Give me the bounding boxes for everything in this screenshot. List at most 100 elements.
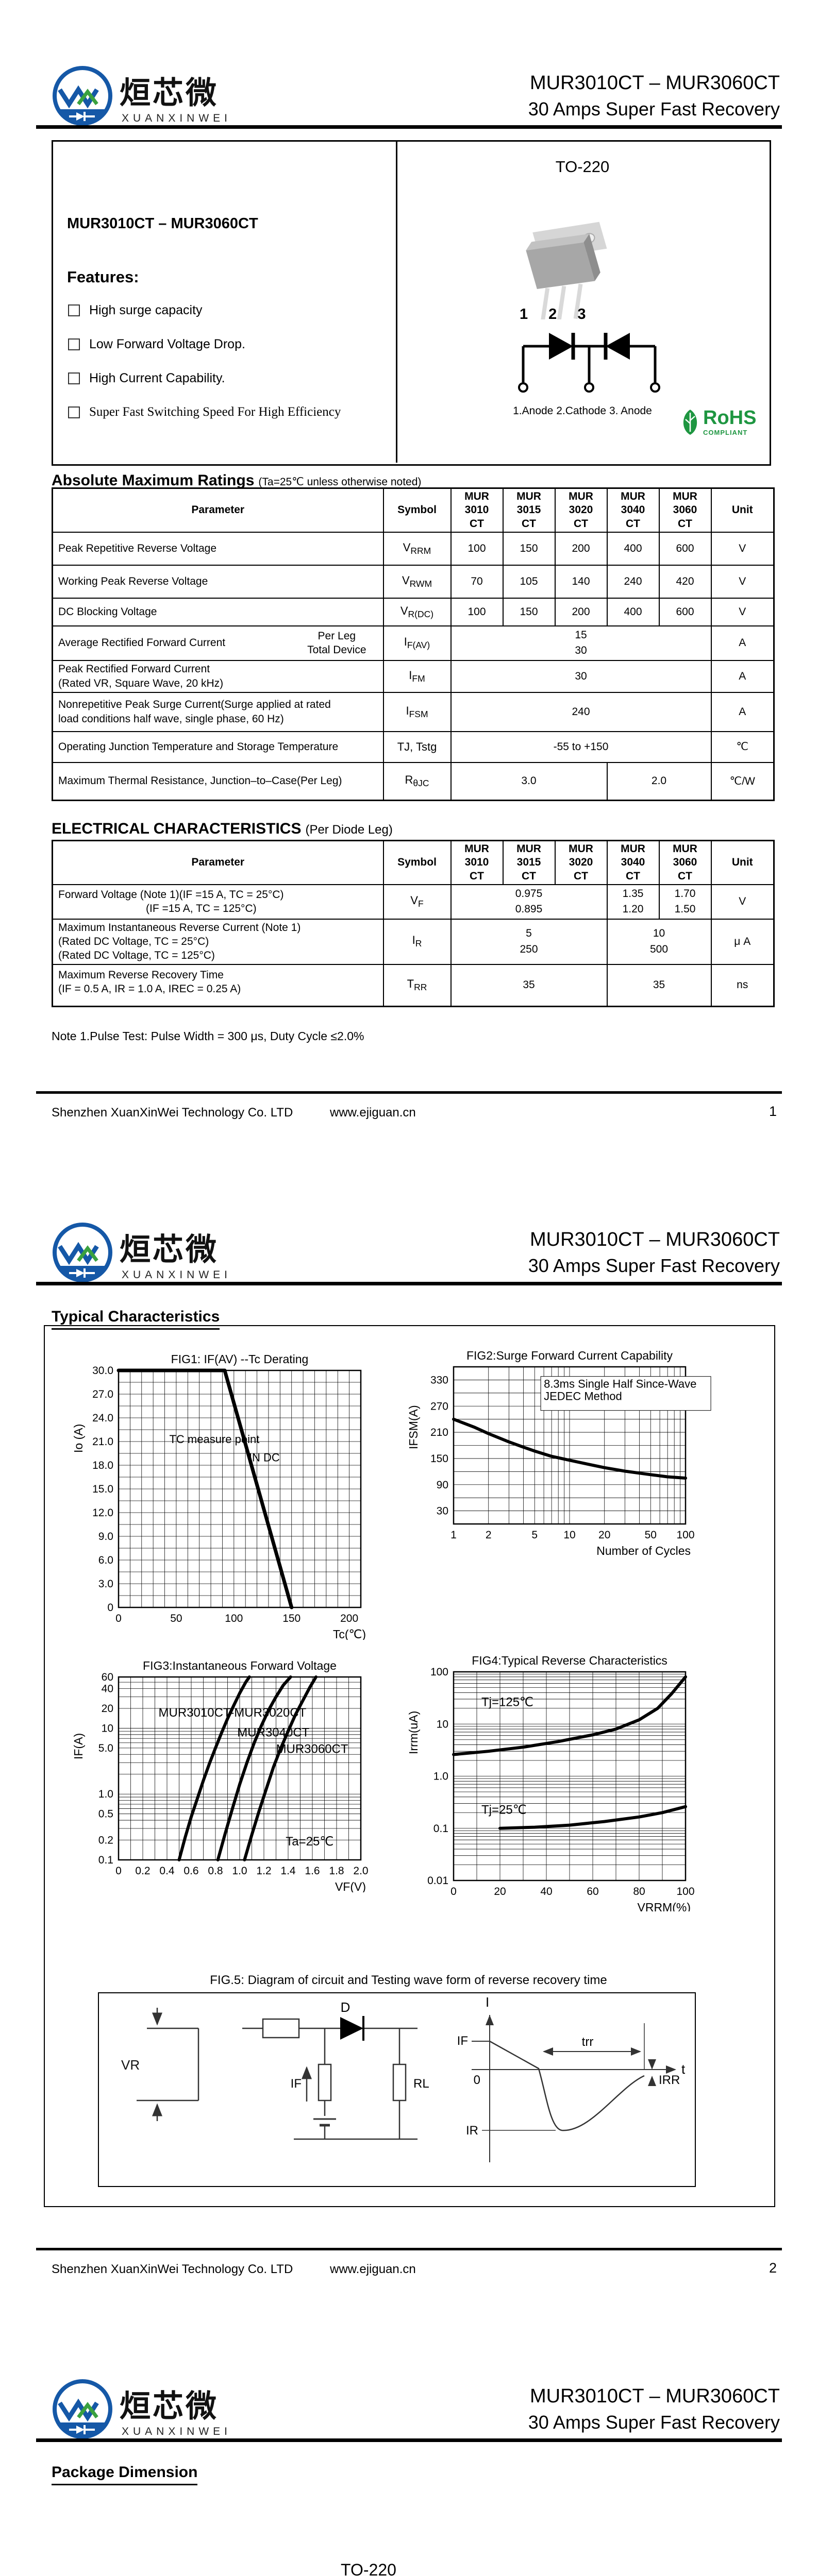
svg-text:3.0: 3.0 xyxy=(98,1578,113,1590)
svg-text:FIG3:Instantaneous Forward Vol: FIG3:Instantaneous Forward Voltage xyxy=(143,1659,337,1672)
svg-text:FIG2:Surge Forward Current Cap: FIG2:Surge Forward Current Capability xyxy=(466,1349,673,1362)
svg-text:TC measure point: TC measure point xyxy=(169,1433,259,1446)
brand-chinese-name: 烜芯微 xyxy=(120,76,219,110)
svg-text:MUR3060CT: MUR3060CT xyxy=(276,1742,348,1756)
origin-label: 0 xyxy=(474,2073,480,2087)
page-number: 2 xyxy=(769,2260,777,2276)
svg-text:9.0: 9.0 xyxy=(98,1531,113,1543)
fig5-circuit-diagram: VR D IF RL xyxy=(98,1992,696,2190)
pin-description: 1.Anode 2.Cathode 3. Anode xyxy=(513,405,652,417)
svg-text:0: 0 xyxy=(450,1886,457,1897)
footer-website: www.ejiguan.cn xyxy=(330,2262,416,2276)
svg-text:Irrm(uA): Irrm(uA) xyxy=(407,1711,420,1754)
footer-website: www.ejiguan.cn xyxy=(330,1106,416,1120)
svg-text:100: 100 xyxy=(430,1666,448,1678)
typical-characteristics-heading: Typical Characteristics xyxy=(52,1308,220,1330)
svg-text:210: 210 xyxy=(430,1427,448,1438)
part-range: MUR3010CT – MUR3060CT xyxy=(67,215,258,232)
package-dimension-heading: Package Dimension xyxy=(52,2464,198,2485)
svg-text:15.0: 15.0 xyxy=(92,1483,113,1495)
checkbox-icon xyxy=(68,338,80,350)
electrical-characteristics-table: Parameter Symbol MUR 3010 CT MUR 3015 CT… xyxy=(52,840,775,1008)
svg-text:1.0: 1.0 xyxy=(98,1788,113,1800)
dual-diode-symbol-icon xyxy=(495,327,670,406)
logo-mark-icon xyxy=(53,66,112,126)
svg-text:1.0: 1.0 xyxy=(232,1865,247,1877)
fig1-derating-chart: 0 50 100 150 200 0 3.0 6.0 9.0 12.0 15.0 18.0 21.0 24… xyxy=(72,1346,392,1642)
company-logo xyxy=(52,66,113,131)
logo-mark-icon xyxy=(53,1223,112,1282)
elec-heading: ELECTRICAL CHARACTERISTICS (Per Diode Leg… xyxy=(52,820,393,837)
fig3-forward-voltage-chart: 0 0.2 0.4 0.6 0.8 1.0 1.2 1.4 1.6 1.8 2.0 0.1 0.2 0.5… xyxy=(72,1653,392,1895)
svg-text:100: 100 xyxy=(676,1886,694,1897)
feature-item: High surge capacity xyxy=(68,303,203,318)
ir-label: IR xyxy=(466,2124,478,2138)
footer-rule xyxy=(36,1091,782,1094)
svg-text:Tj=125℃: Tj=125℃ xyxy=(481,1696,533,1709)
svg-text:20: 20 xyxy=(102,1703,113,1715)
feature-item: High Current Capability. xyxy=(68,371,225,386)
svg-text:150: 150 xyxy=(282,1613,301,1624)
svg-text:2: 2 xyxy=(486,1529,492,1541)
logo-mark-icon xyxy=(53,2379,112,2439)
svg-text:0.4: 0.4 xyxy=(159,1865,175,1877)
footer-company: Shenzhen XuanXinWei Technology Co. LTD xyxy=(52,2262,293,2276)
svg-text:10: 10 xyxy=(102,1722,113,1734)
company-logo xyxy=(52,1223,113,1288)
svg-text:0: 0 xyxy=(107,1602,113,1614)
svg-text:IN DC: IN DC xyxy=(249,1451,280,1464)
svg-text:1.4: 1.4 xyxy=(280,1865,296,1877)
svg-text:20: 20 xyxy=(494,1886,506,1897)
svg-text:60: 60 xyxy=(587,1886,598,1897)
svg-text:MUR3010CT-MUR3020CT: MUR3010CT-MUR3020CT xyxy=(159,1706,307,1720)
svg-text:24.0: 24.0 xyxy=(92,1412,113,1424)
overview-box xyxy=(52,140,771,466)
svg-text:270: 270 xyxy=(430,1400,448,1412)
vr-label: VR xyxy=(121,2057,140,2073)
svg-text:Tc(℃): Tc(℃) xyxy=(333,1628,366,1640)
figures-box xyxy=(44,1325,775,2207)
svg-text:5: 5 xyxy=(531,1529,538,1541)
svg-text:330: 330 xyxy=(430,1374,448,1386)
pin-numbers: 1 2 3 xyxy=(520,306,594,323)
rl-label: RL xyxy=(413,2077,429,2091)
svg-text:40: 40 xyxy=(540,1886,552,1897)
svg-text:0.5: 0.5 xyxy=(98,1808,113,1820)
page-2: 烜芯微 XUANXINWEI MUR3010CT – MUR3060CT 30 … xyxy=(0,1157,818,2313)
features-title: Features: xyxy=(67,268,139,286)
svg-text:0.8: 0.8 xyxy=(208,1865,223,1877)
svg-text:Ta=25℃: Ta=25℃ xyxy=(286,1835,333,1849)
abs-max-heading: Absolute Maximum Ratings (Ta=25℃ unless o… xyxy=(52,472,422,489)
svg-text:IFSM(A): IFSM(A) xyxy=(407,1405,420,1449)
svg-text:0.6: 0.6 xyxy=(183,1865,198,1877)
if-label: IF xyxy=(291,2077,302,2091)
trr-label: trr xyxy=(582,2035,594,2049)
svg-text:50: 50 xyxy=(645,1529,657,1541)
svg-text:MUR3040CT: MUR3040CT xyxy=(237,1725,309,1739)
svg-text:1.8: 1.8 xyxy=(329,1865,344,1877)
svg-text:80: 80 xyxy=(633,1886,645,1897)
table-row: Operating Junction Temperature and Stora… xyxy=(52,731,775,763)
svg-text:FIG1: IF(AV) --Tc Derating: FIG1: IF(AV) --Tc Derating xyxy=(171,1352,309,1366)
rohs-text: RoHS xyxy=(703,407,757,429)
fig2-surge-chart: 1 2 5 10 20 50 100 30 90 150 210 270 330 8.3ms Single… xyxy=(407,1343,711,1562)
svg-text:Io (A): Io (A) xyxy=(72,1424,85,1453)
package-name: TO-220 xyxy=(341,2561,396,2576)
svg-text:8.3ms Single Half Since-Wave: 8.3ms Single Half Since-Wave xyxy=(544,1378,696,1391)
brand-chinese-name: 烜芯微 xyxy=(120,2389,219,2424)
doc-title: MUR3010CT – MUR3060CT 30 Amps Super Fast… xyxy=(528,2383,780,2435)
header-rule xyxy=(36,1282,782,1285)
header-rule xyxy=(36,2438,782,2442)
rohs-compliant-text: COMPLIANT xyxy=(703,429,748,436)
page-1: 烜芯微 XUANXINWEI MUR3010CT – MUR3060CT 30 … xyxy=(0,0,818,1157)
rohs-logo: RoHS COMPLIANT xyxy=(679,408,756,436)
feature-item: Super Fast Switching Speed For High Effi… xyxy=(68,405,341,419)
fig5-title: FIG.5: Diagram of circuit and Testing wa… xyxy=(210,1973,607,1987)
svg-text:150: 150 xyxy=(430,1453,448,1465)
time-axis-label: t xyxy=(681,2061,686,2077)
package-name: TO-220 xyxy=(555,158,610,176)
svg-text:0.01: 0.01 xyxy=(427,1875,448,1887)
svg-text:0.2: 0.2 xyxy=(135,1865,150,1877)
table-row: Working Peak Reverse Voltage VRWM 70 105 1… xyxy=(52,564,775,599)
